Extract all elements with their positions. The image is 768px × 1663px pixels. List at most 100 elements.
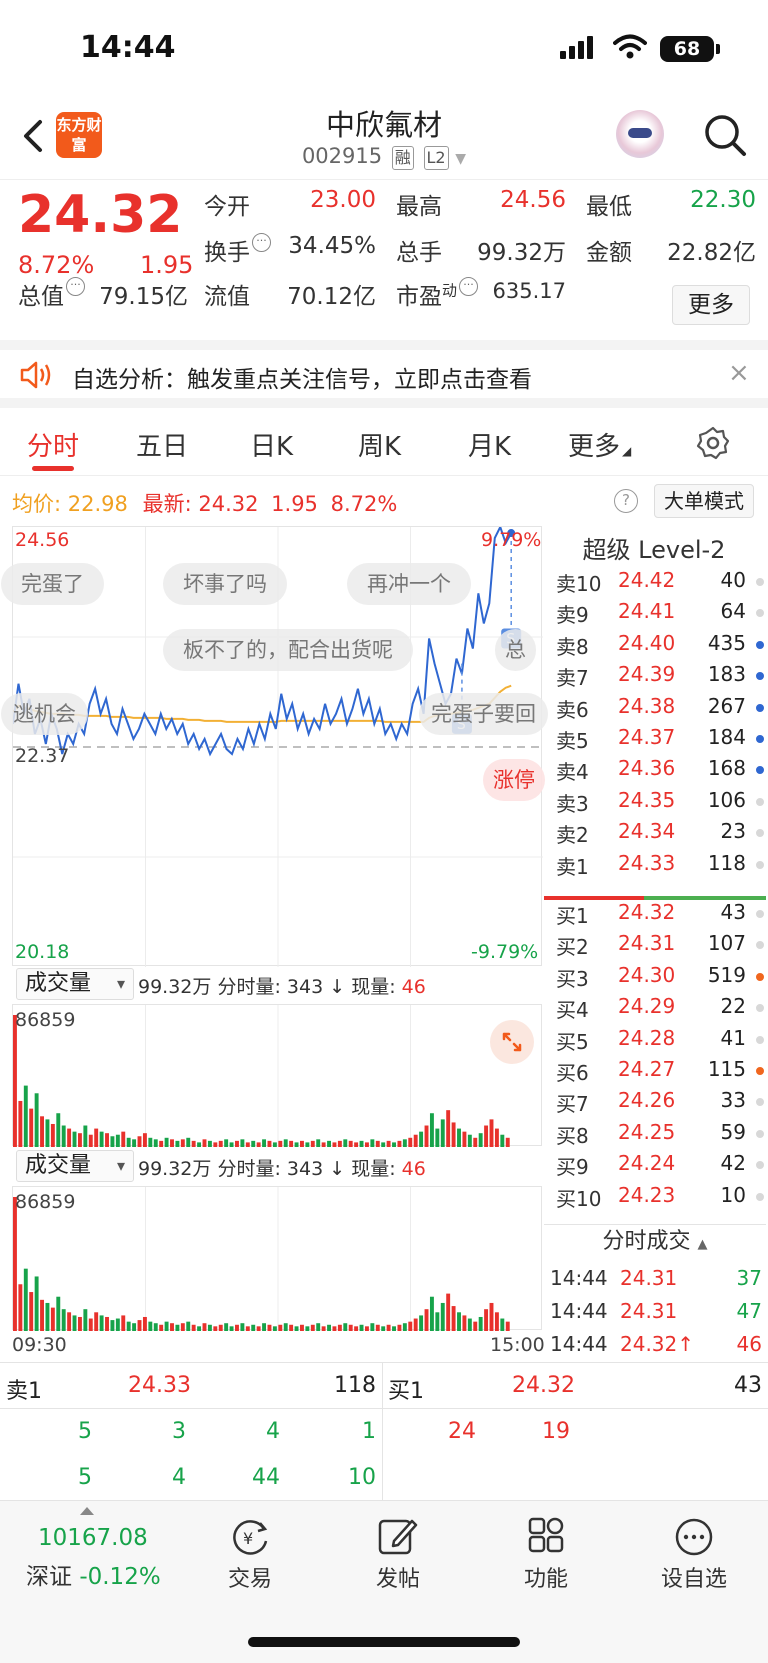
- order-book-row[interactable]: 买10 24.23 10: [550, 1183, 768, 1214]
- comment-bubble[interactable]: 完蛋子要回: [419, 693, 548, 735]
- order-book-row[interactable]: 卖10 24.42 40: [550, 568, 768, 599]
- order-book-row[interactable]: 卖6 24.38 267: [550, 694, 768, 725]
- margin-tag: 融: [391, 146, 414, 170]
- order-book-row[interactable]: 买1 24.32 43: [550, 900, 768, 931]
- index-value[interactable]: 10167.08: [38, 1525, 148, 1551]
- stock-code: 002915: [301, 144, 383, 168]
- tab-five-day[interactable]: 五日: [136, 432, 189, 462]
- order-marker-icon: [756, 941, 764, 950]
- comment-bubble[interactable]: 总: [495, 629, 536, 671]
- trade-button[interactable]: 交易: [227, 1567, 272, 1592]
- volume-bar: [29, 1108, 34, 1147]
- order-book-row[interactable]: 卖8 24.40 435: [550, 631, 768, 662]
- volume-bar: [132, 1323, 137, 1331]
- order-book-row[interactable]: 买9 24.24 42: [550, 1151, 768, 1182]
- more-dots-icon[interactable]: [670, 1515, 718, 1559]
- order-book-row[interactable]: 买5 24.28 41: [550, 1026, 768, 1057]
- volume-bar: [272, 1142, 277, 1147]
- level-volume: 10: [720, 1182, 746, 1207]
- order-book-row[interactable]: 买4 24.29 22: [550, 994, 768, 1025]
- order-book-row[interactable]: 买2 24.31 107: [550, 931, 768, 962]
- info-dots-icon[interactable]: ···: [459, 277, 479, 296]
- expand-icon[interactable]: [490, 1020, 534, 1064]
- alert-banner[interactable]: 自选分析：触发重点关注信号，立即点击查看 ×: [0, 340, 768, 408]
- comment-bubble[interactable]: 逃机会: [1, 693, 88, 735]
- open-label: 今开: [204, 194, 250, 220]
- order-book[interactable]: 超级 Level-2 卖10 24.42 40 卖9 24.41 64 卖8 24.40 435…: [544, 526, 768, 1226]
- trades-header[interactable]: 分时成交 ▲: [544, 1224, 766, 1258]
- x-start-label: 09:30: [12, 1334, 67, 1356]
- stock-code-row[interactable]: 002915 融 L2 ▼: [0, 144, 768, 170]
- level-volume: 183: [707, 662, 746, 687]
- help-icon[interactable]: ?: [614, 489, 638, 513]
- volume-bar: [132, 1139, 137, 1147]
- order-book-row[interactable]: 买8 24.25 59: [550, 1120, 768, 1151]
- home-indicator[interactable]: [248, 1637, 520, 1647]
- order-book-row[interactable]: 卖4 24.36 168: [550, 756, 768, 787]
- close-icon[interactable]: ×: [728, 358, 750, 388]
- volume-chart[interactable]: 86859: [12, 1186, 542, 1331]
- tab-day-k[interactable]: 日K: [250, 432, 294, 462]
- indicator-select[interactable]: 成交量: [16, 968, 134, 1000]
- volume-bar: [310, 1324, 315, 1331]
- comment-bubble[interactable]: 完蛋了: [1, 563, 104, 605]
- volume-header: 成交量 99.32万 分时量: 343 ↓ 现量: 46: [12, 966, 542, 1004]
- indicator-select[interactable]: 成交量: [16, 1150, 134, 1182]
- comment-bubble[interactable]: 板不了的，配合出货呢: [163, 629, 413, 671]
- order-book-row[interactable]: 卖2 24.34 23: [550, 819, 768, 850]
- order-book-row[interactable]: 买3 24.30 519: [550, 963, 768, 994]
- level-label: 卖3: [556, 791, 589, 816]
- add-watchlist-button[interactable]: 设自选: [660, 1567, 727, 1592]
- volume-bar: [359, 1140, 364, 1147]
- volume-bar: [191, 1324, 196, 1331]
- back-icon[interactable]: [18, 116, 48, 156]
- order-book-row[interactable]: 卖5 24.37 184: [550, 725, 768, 756]
- tab-month-k[interactable]: 月K: [468, 432, 512, 462]
- app-logo[interactable]: 东方财富: [56, 112, 102, 158]
- order-book-row[interactable]: 买7 24.26 33: [550, 1088, 768, 1119]
- intraday-price-chart[interactable]: SS 完蛋了 坏事了吗 再冲一个 板不了的，配合出货呢 总 逃机会 完蛋子要回 …: [1, 526, 548, 967]
- order-book-row[interactable]: 卖1 24.33 118: [550, 851, 768, 882]
- level-volume: 41: [720, 1025, 746, 1050]
- level-label: 卖7: [556, 666, 589, 691]
- caret-up-icon[interactable]: [80, 1507, 94, 1515]
- tab-fenshi[interactable]: 分时: [27, 432, 80, 462]
- index-row[interactable]: 深证 -0.12%: [26, 1564, 161, 1590]
- level-volume: 40: [720, 568, 746, 592]
- big-order-mode-button[interactable]: 大单模式: [654, 484, 754, 518]
- assistant-robot-icon[interactable]: [616, 110, 664, 158]
- search-icon[interactable]: [702, 112, 748, 158]
- info-dots-icon[interactable]: ···: [66, 277, 85, 296]
- market-cap-value: 79.15亿: [99, 284, 188, 310]
- info-dots-icon[interactable]: ···: [252, 233, 271, 252]
- tab-more[interactable]: 更多 ◢: [568, 432, 632, 462]
- order-book-row[interactable]: 卖3 24.35 106: [550, 788, 768, 819]
- volume-bar: [50, 1307, 55, 1331]
- order-book-row[interactable]: 买6 24.27 115: [550, 1057, 768, 1088]
- limit-up-bubble[interactable]: 涨停: [483, 759, 545, 801]
- volume-chart[interactable]: 86859: [12, 1004, 542, 1147]
- level-label: 买5: [556, 1029, 589, 1054]
- comment-bubble[interactable]: 再冲一个: [347, 563, 471, 605]
- tab-week-k[interactable]: 周K: [358, 432, 402, 462]
- comment-bubble[interactable]: 坏事了吗: [163, 563, 287, 605]
- trade-icon[interactable]: ¥: [226, 1515, 274, 1559]
- volume-bar: [354, 1326, 359, 1331]
- more-quote-button[interactable]: 更多: [672, 285, 750, 325]
- grid-icon[interactable]: [522, 1515, 570, 1559]
- post-button[interactable]: 发帖: [375, 1567, 420, 1592]
- functions-button[interactable]: 功能: [523, 1567, 568, 1592]
- y-max-label: 24.56: [15, 529, 70, 551]
- gear-icon[interactable]: [696, 426, 730, 460]
- volume-value: 99.32万: [477, 240, 566, 266]
- volume-chart-canvas: [13, 1005, 510, 1147]
- volume-bar: [159, 1324, 164, 1331]
- order-book-row[interactable]: 卖7 24.39 183: [550, 662, 768, 693]
- volume-bar: [170, 1139, 174, 1147]
- volume-bar: [478, 1133, 483, 1147]
- volume-bar: [451, 1306, 456, 1331]
- order-marker-icon: [756, 1067, 764, 1075]
- chart-summary: 均价: 22.98 最新: 24.32 1.95 8.72%: [12, 488, 397, 518]
- order-book-row[interactable]: 卖9 24.41 64: [550, 599, 768, 630]
- compose-icon[interactable]: [374, 1515, 422, 1559]
